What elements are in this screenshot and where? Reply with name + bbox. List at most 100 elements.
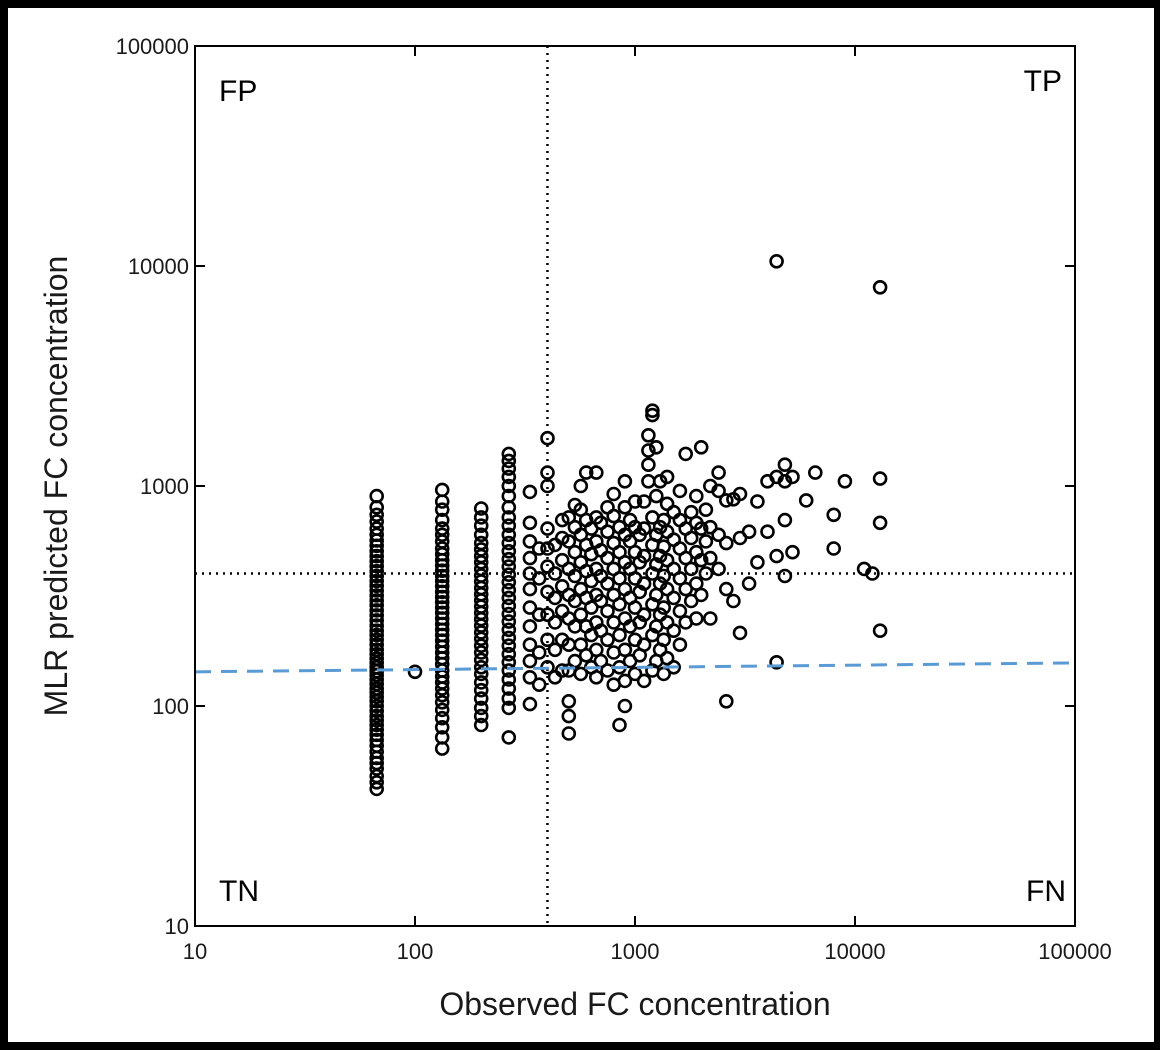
data-point (702, 550, 718, 566)
data-point (473, 675, 489, 690)
data-point (588, 669, 604, 685)
data-point (501, 663, 517, 678)
data-point (369, 568, 385, 584)
data-point (522, 550, 538, 566)
data-point (369, 514, 385, 529)
data-point (693, 521, 709, 536)
data-point (540, 632, 555, 648)
data-point (798, 493, 814, 508)
data-point (617, 642, 633, 658)
data-point (501, 488, 517, 504)
data-point (369, 713, 385, 728)
data-point (434, 730, 450, 745)
data-point (540, 541, 555, 556)
data-point (777, 568, 793, 584)
data-point (750, 554, 765, 570)
data-point (369, 488, 385, 504)
data-point (698, 502, 714, 518)
data-point (648, 439, 664, 455)
data-point (678, 550, 694, 566)
data-point (434, 568, 450, 584)
data-point (369, 717, 385, 733)
y-tick-label: 100 (152, 694, 189, 719)
data-point (656, 568, 672, 584)
data-point (407, 664, 423, 680)
data-point (573, 478, 589, 494)
y-tick-label: 1000 (140, 474, 189, 499)
data-point (473, 717, 489, 733)
data-point (636, 521, 652, 536)
data-point (702, 611, 718, 626)
plot-marks (194, 46, 1076, 926)
data-point (522, 653, 538, 669)
data-point (636, 673, 652, 689)
data-point (636, 494, 652, 509)
data-point (672, 603, 688, 619)
data-point (741, 576, 757, 591)
data-point (554, 512, 570, 528)
data-point (501, 518, 517, 534)
data-point (501, 453, 517, 469)
data-point (369, 632, 385, 648)
data-point (501, 567, 517, 583)
data-point (473, 645, 489, 660)
data-point (369, 774, 385, 790)
data-point (473, 501, 489, 516)
data-point (872, 623, 888, 639)
x-tick-label: 1000 (611, 939, 660, 964)
data-point (732, 486, 748, 502)
data-point (501, 582, 517, 598)
data-point (600, 603, 615, 619)
data-point (501, 559, 517, 574)
data-point (501, 646, 517, 662)
data-point (672, 637, 688, 653)
data-point (837, 473, 853, 489)
data-point (473, 535, 489, 551)
data-point (369, 651, 385, 667)
quadrant-label-tp: TP (1024, 65, 1062, 98)
data-point (501, 700, 517, 716)
data-point (659, 469, 675, 485)
data-point (711, 483, 726, 499)
data-point (434, 600, 450, 615)
data-point (434, 578, 450, 594)
data-point (693, 439, 709, 455)
data-point (501, 461, 517, 476)
data-point (656, 632, 672, 648)
data-point (434, 710, 450, 726)
data-point (578, 465, 594, 480)
data-point (627, 494, 643, 509)
data-point (600, 550, 615, 566)
data-point (501, 510, 517, 525)
data-point (434, 494, 450, 509)
data-point (593, 593, 609, 609)
data-point (561, 693, 577, 709)
data-point (501, 681, 517, 696)
x-axis-title: Observed FC concentration (439, 986, 830, 1022)
fit-line (194, 661, 1076, 674)
data-point (501, 469, 517, 485)
data-point (872, 471, 888, 486)
data-point (656, 539, 672, 555)
data-point (369, 727, 385, 743)
data-point (369, 646, 385, 662)
data-point (826, 507, 842, 523)
data-point (540, 559, 555, 574)
data-point (501, 527, 517, 543)
data-point (369, 613, 385, 628)
data-point (434, 502, 450, 518)
data-point (612, 627, 627, 643)
data-point (473, 659, 489, 675)
data-point (547, 566, 563, 581)
data-point (501, 691, 517, 706)
data-point (522, 515, 538, 531)
data-point (641, 443, 656, 458)
data-point (600, 576, 615, 591)
data-point (617, 673, 633, 689)
data-point (777, 457, 793, 473)
data-point (872, 279, 888, 295)
data-point (369, 703, 385, 719)
data-point (683, 561, 699, 577)
data-point (547, 590, 563, 606)
data-point (612, 717, 627, 733)
